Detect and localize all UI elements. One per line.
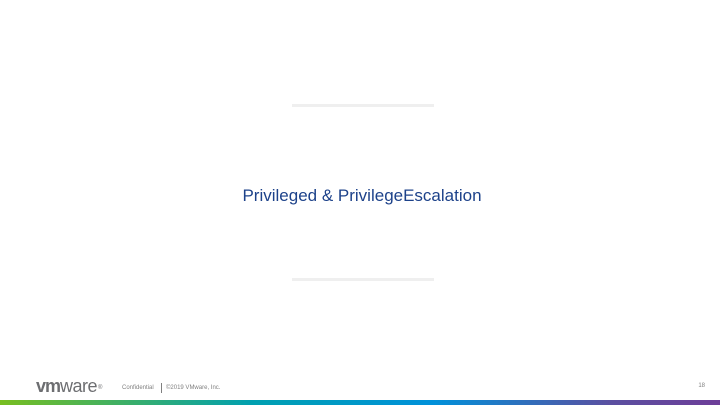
top-divider <box>292 104 434 107</box>
brand-gradient-bar <box>0 400 720 405</box>
logo-ware: ware <box>60 376 98 396</box>
footer-separator <box>161 383 162 393</box>
confidential-label: Confidential <box>122 385 154 391</box>
logo-registered-mark: ® <box>98 385 102 391</box>
page-number: 18 <box>698 383 705 389</box>
copyright-text: ©2019 VMware, Inc. <box>166 385 221 391</box>
slide-title: Privileged & PrivilegeEscalation <box>242 186 482 205</box>
vmware-logo: vmware® <box>36 376 102 396</box>
logo-vm: vm <box>36 376 61 396</box>
bottom-divider <box>292 278 434 281</box>
slide-footer: vmware® Confidential ©2019 VMware, Inc. … <box>0 375 720 401</box>
